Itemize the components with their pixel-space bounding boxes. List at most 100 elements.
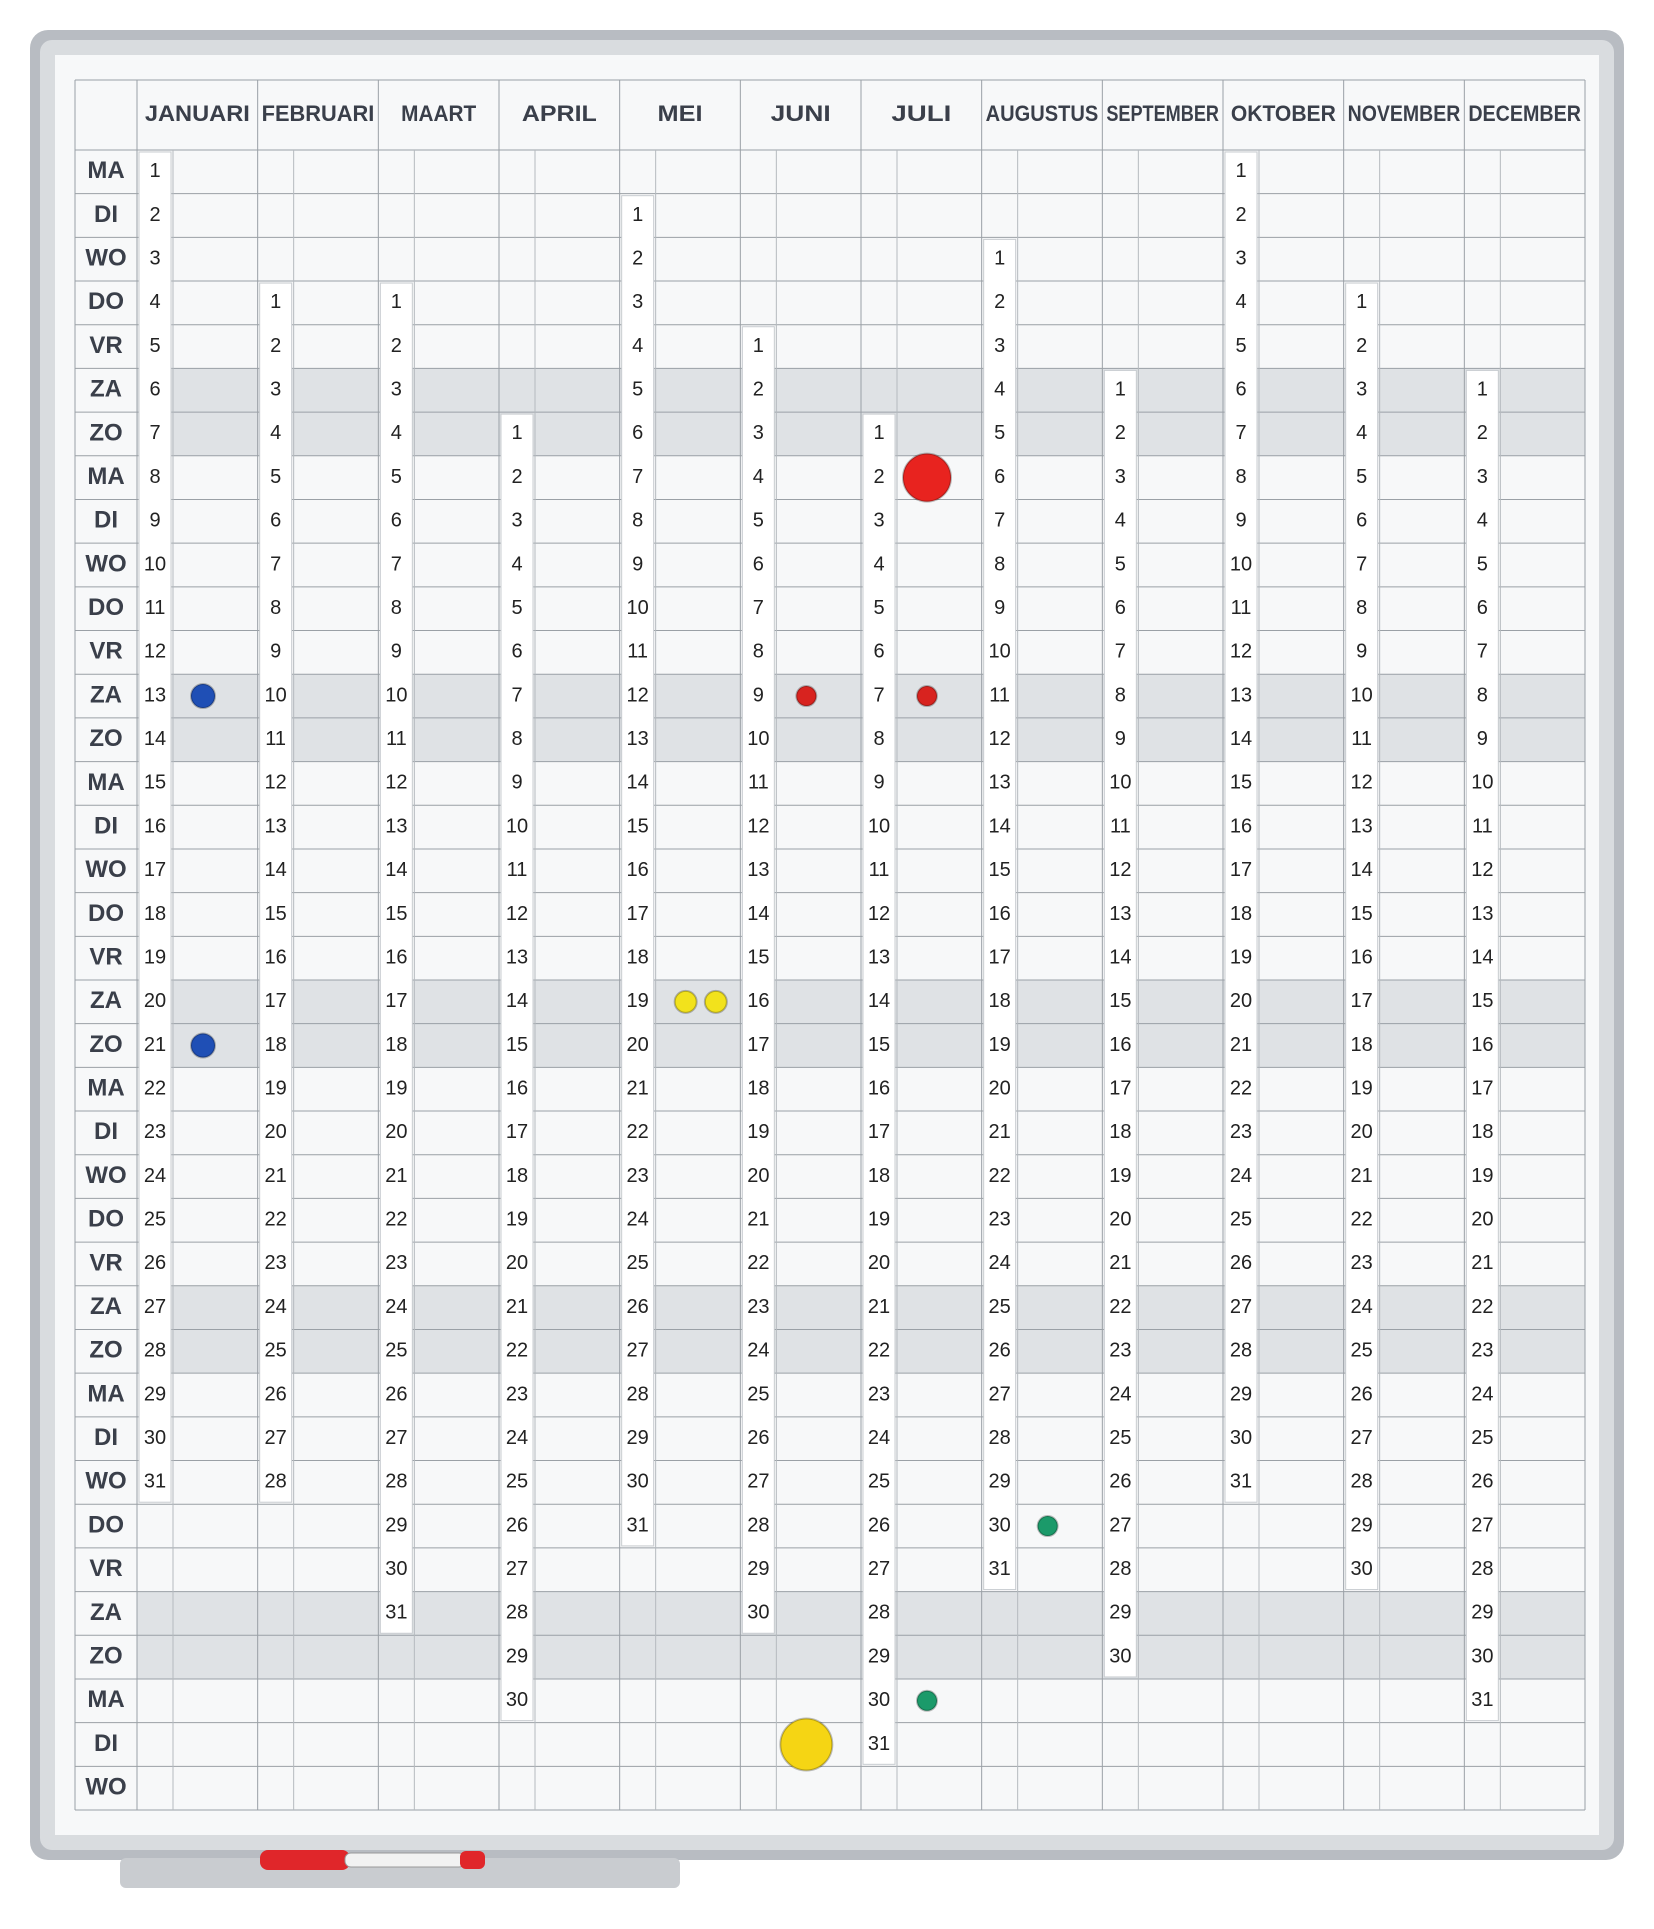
day-number: 28 bbox=[868, 1602, 890, 1624]
day-number: 2 bbox=[753, 379, 764, 401]
day-number: 28 bbox=[989, 1427, 1011, 1449]
planner-grid: MA DI WO DO VR ZA ZO MA DI WO DO VR ZA ZO MA DI WO DO VR ZA… bbox=[74, 79, 1586, 1811]
day-number: 1 bbox=[1235, 160, 1246, 182]
day-number: 8 bbox=[1477, 684, 1488, 706]
day-number: 4 bbox=[270, 422, 281, 444]
day-number: 10 bbox=[1109, 772, 1131, 794]
day-number: 1 bbox=[511, 422, 522, 444]
weekday-label: DI bbox=[94, 812, 118, 839]
month-label: NOVEMBER bbox=[1348, 101, 1461, 126]
day-number: 7 bbox=[1477, 641, 1488, 663]
day-number: 29 bbox=[1109, 1602, 1131, 1624]
day-number: 26 bbox=[144, 1252, 166, 1274]
day-number: 17 bbox=[385, 990, 407, 1012]
day-number: 23 bbox=[989, 1209, 1011, 1231]
day-number: 20 bbox=[1471, 1209, 1493, 1231]
day-number: 20 bbox=[627, 1034, 649, 1056]
day-number: 13 bbox=[1351, 815, 1373, 837]
day-number: 15 bbox=[1351, 903, 1373, 925]
day-number: 7 bbox=[994, 510, 1005, 532]
day-number: 14 bbox=[868, 990, 890, 1012]
day-number: 28 bbox=[1109, 1558, 1131, 1580]
day-number: 13 bbox=[265, 815, 287, 837]
day-number: 24 bbox=[627, 1209, 649, 1231]
day-number: 25 bbox=[144, 1209, 166, 1231]
day-number: 22 bbox=[1109, 1296, 1131, 1318]
day-number: 3 bbox=[270, 379, 281, 401]
weekday-label: VR bbox=[89, 1555, 122, 1582]
day-number: 7 bbox=[149, 422, 160, 444]
day-number: 24 bbox=[1230, 1165, 1252, 1187]
day-number: 21 bbox=[506, 1296, 528, 1318]
day-number: 14 bbox=[1230, 728, 1252, 750]
day-number: 3 bbox=[632, 291, 643, 313]
day-number: 27 bbox=[747, 1471, 769, 1493]
day-number: 4 bbox=[632, 335, 643, 357]
day-number: 6 bbox=[149, 379, 160, 401]
day-number: 24 bbox=[1471, 1383, 1493, 1405]
weekday-label: MA bbox=[87, 463, 124, 490]
day-number: 23 bbox=[385, 1252, 407, 1274]
day-number: 23 bbox=[144, 1121, 166, 1143]
day-number: 18 bbox=[1230, 903, 1252, 925]
day-number: 25 bbox=[385, 1340, 407, 1362]
day-number: 18 bbox=[1471, 1121, 1493, 1143]
marker-cap bbox=[460, 1851, 485, 1869]
magnet bbox=[902, 452, 952, 503]
day-number: 7 bbox=[1235, 422, 1246, 444]
day-number: 18 bbox=[989, 990, 1011, 1012]
day-number: 27 bbox=[385, 1427, 407, 1449]
day-number: 9 bbox=[632, 553, 643, 575]
day-number: 18 bbox=[265, 1034, 287, 1056]
day-number: 16 bbox=[1351, 946, 1373, 968]
day-number: 13 bbox=[506, 946, 528, 968]
day-number: 17 bbox=[989, 946, 1011, 968]
day-number: 10 bbox=[1230, 553, 1252, 575]
day-number: 30 bbox=[1351, 1558, 1373, 1580]
day-number: 28 bbox=[747, 1514, 769, 1536]
day-number: 19 bbox=[144, 946, 166, 968]
day-number: 1 bbox=[1477, 379, 1488, 401]
weekday-label: DO bbox=[88, 900, 124, 927]
day-number: 9 bbox=[753, 684, 764, 706]
day-number: 19 bbox=[1230, 946, 1252, 968]
day-number: 12 bbox=[265, 772, 287, 794]
day-number: 15 bbox=[1109, 990, 1131, 1012]
day-number: 15 bbox=[868, 1034, 890, 1056]
day-number: 25 bbox=[627, 1252, 649, 1274]
day-number: 4 bbox=[149, 291, 160, 313]
day-number: 23 bbox=[1109, 1340, 1131, 1362]
day-number: 13 bbox=[144, 684, 166, 706]
day-strip bbox=[379, 282, 413, 1634]
day-number: 4 bbox=[1235, 291, 1246, 313]
month-label: AUGUSTUS bbox=[986, 101, 1099, 126]
weekday-label: DI bbox=[94, 1730, 118, 1757]
day-number: 17 bbox=[144, 859, 166, 881]
day-number: 11 bbox=[507, 859, 528, 881]
month-label: DECEMBER bbox=[1468, 101, 1581, 126]
day-number: 7 bbox=[753, 597, 764, 619]
day-number: 9 bbox=[1356, 641, 1367, 663]
day-strip bbox=[1465, 369, 1499, 1722]
day-strip bbox=[862, 413, 896, 1765]
day-number: 14 bbox=[385, 859, 407, 881]
day-number: 18 bbox=[1109, 1121, 1131, 1143]
day-number: 9 bbox=[1235, 510, 1246, 532]
day-number: 20 bbox=[1351, 1121, 1373, 1143]
day-number: 13 bbox=[385, 815, 407, 837]
day-strip bbox=[621, 195, 655, 1547]
day-number: 24 bbox=[506, 1427, 528, 1449]
day-number: 22 bbox=[1471, 1296, 1493, 1318]
day-number: 5 bbox=[149, 335, 160, 357]
day-number: 8 bbox=[1356, 597, 1367, 619]
day-number: 24 bbox=[1109, 1383, 1131, 1405]
day-number: 27 bbox=[1471, 1514, 1493, 1536]
month-label: OKTOBER bbox=[1231, 101, 1336, 126]
day-number: 22 bbox=[989, 1165, 1011, 1187]
day-number: 14 bbox=[1351, 859, 1373, 881]
day-number: 31 bbox=[868, 1733, 890, 1755]
day-number: 21 bbox=[1230, 1034, 1252, 1056]
day-number: 3 bbox=[1356, 379, 1367, 401]
day-number: 21 bbox=[1471, 1252, 1493, 1274]
day-number: 7 bbox=[1356, 553, 1367, 575]
